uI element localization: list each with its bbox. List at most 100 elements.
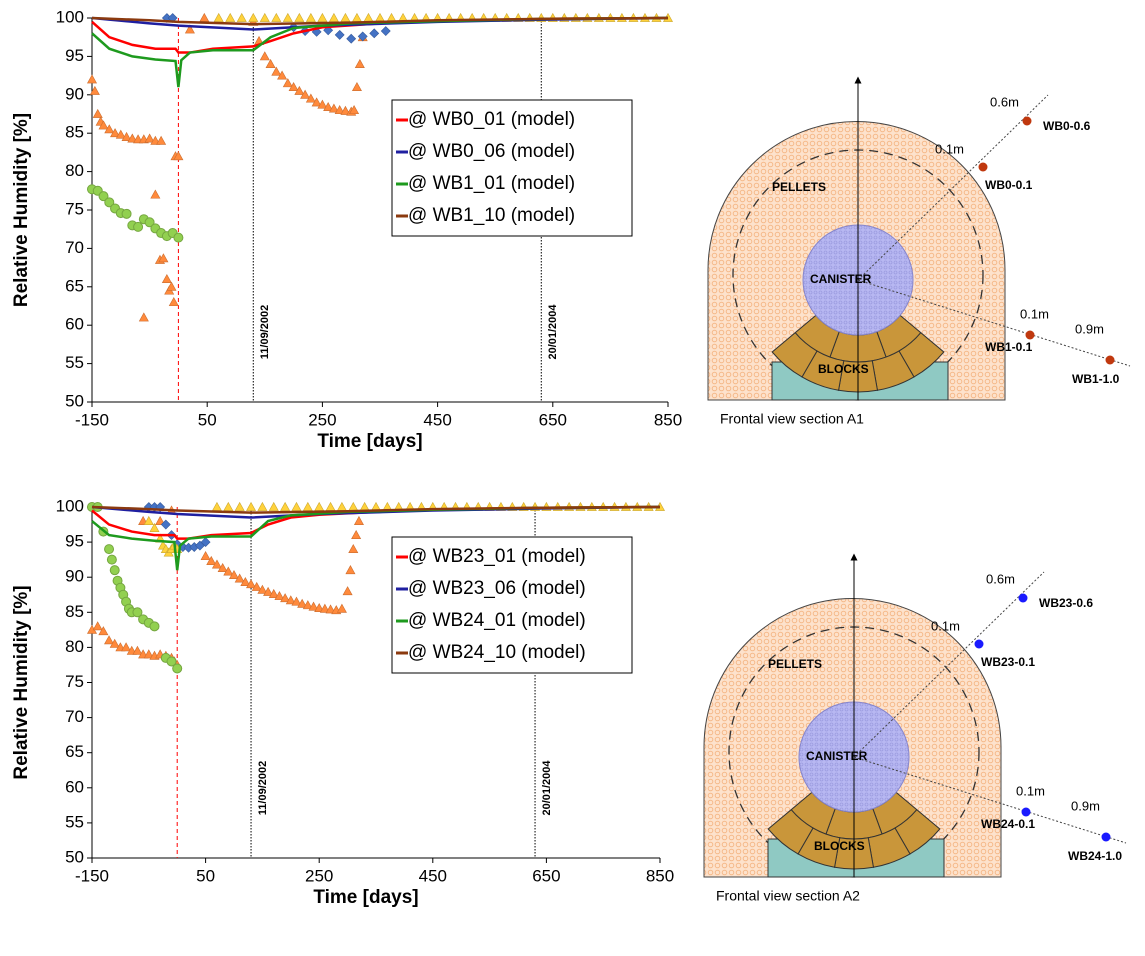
sensor-name: WB24-0.1 bbox=[981, 817, 1035, 831]
legend-box bbox=[391, 99, 633, 237]
data-point bbox=[351, 529, 362, 539]
x-tick-label: 650 bbox=[539, 410, 567, 429]
sensor-distance: 0.1m bbox=[1020, 306, 1049, 321]
model-line bbox=[91, 505, 661, 514]
data-point bbox=[86, 74, 98, 84]
caption: Frontal view section A1 bbox=[720, 411, 864, 427]
legend-label: @ WB24_10 (model) bbox=[408, 642, 586, 663]
y-tick-label: 100 bbox=[56, 7, 84, 26]
data-point bbox=[121, 642, 132, 652]
data-point bbox=[359, 501, 370, 511]
x-tick-label: 450 bbox=[419, 866, 447, 885]
data-point bbox=[92, 621, 103, 631]
sensor-name: WB1-1.0 bbox=[1072, 372, 1120, 386]
data-point bbox=[291, 596, 302, 606]
data-point bbox=[305, 93, 316, 103]
data-point bbox=[160, 519, 171, 530]
y-tick-label: 65 bbox=[65, 742, 84, 761]
y-tick-label: 95 bbox=[65, 46, 84, 65]
data-point bbox=[280, 501, 291, 511]
sensor-point bbox=[1021, 807, 1031, 817]
data-point bbox=[271, 12, 282, 22]
data-point bbox=[246, 501, 257, 511]
sensor-name: WB1-0.1 bbox=[985, 340, 1033, 354]
data-point bbox=[166, 281, 177, 291]
data-point bbox=[280, 593, 291, 603]
y-tick-label: 50 bbox=[65, 847, 84, 866]
data-point bbox=[334, 105, 345, 115]
legend-label: @ WB0_06 (model) bbox=[408, 141, 575, 162]
data-point bbox=[357, 31, 368, 42]
y-tick-label: 85 bbox=[65, 602, 84, 621]
data-point bbox=[234, 573, 245, 583]
section-line bbox=[853, 571, 1045, 758]
x-tick-label: 50 bbox=[196, 866, 215, 885]
x-tick-label: 850 bbox=[646, 866, 674, 885]
y-tick-label: 65 bbox=[65, 276, 84, 295]
x-tick-label: 250 bbox=[305, 866, 333, 885]
section-line bbox=[857, 94, 1049, 281]
sensor-point bbox=[1105, 355, 1115, 365]
sensor-point bbox=[974, 639, 984, 649]
y-tick-label: 70 bbox=[65, 707, 84, 726]
data-point bbox=[317, 12, 328, 22]
data-point bbox=[155, 515, 166, 525]
data-point bbox=[149, 621, 160, 632]
data-point bbox=[228, 569, 240, 579]
data-point bbox=[132, 645, 143, 655]
data-point bbox=[351, 12, 362, 22]
data-point bbox=[277, 70, 288, 80]
data-point bbox=[311, 97, 322, 107]
data-point bbox=[92, 108, 103, 118]
data-point bbox=[144, 133, 155, 143]
x-tick-label: 650 bbox=[532, 866, 560, 885]
data-point bbox=[158, 253, 169, 263]
data-point bbox=[340, 12, 351, 22]
data-point bbox=[328, 12, 339, 22]
sensor-point bbox=[1025, 330, 1035, 340]
reference-label: 20/01/2004 bbox=[541, 760, 553, 816]
data-point bbox=[305, 12, 316, 22]
data-point bbox=[263, 586, 274, 596]
legend-label: @ WB1_10 (model) bbox=[408, 205, 575, 226]
data-point bbox=[317, 99, 328, 109]
data-point bbox=[225, 12, 236, 22]
data-point bbox=[98, 191, 109, 202]
data-point bbox=[110, 128, 121, 138]
legend-label: @ WB23_06 (model) bbox=[408, 578, 586, 599]
data-point bbox=[143, 649, 154, 659]
canister-label: CANISTER bbox=[810, 272, 872, 286]
data-point bbox=[363, 12, 374, 22]
data-point bbox=[354, 58, 365, 68]
data-point bbox=[271, 66, 282, 76]
x-tick-label: 850 bbox=[654, 410, 682, 429]
pellets-label: PELLETS bbox=[768, 657, 822, 671]
y-tick-label: 50 bbox=[65, 391, 84, 410]
y-tick-label: 60 bbox=[65, 315, 84, 334]
y-tick-label: 100 bbox=[56, 496, 84, 515]
data-point bbox=[345, 565, 356, 575]
reference-label: 20/01/2004 bbox=[547, 304, 559, 360]
block bbox=[767, 809, 814, 855]
data-point bbox=[150, 189, 161, 199]
blocks-label: BLOCKS bbox=[818, 362, 869, 376]
data-point bbox=[200, 537, 211, 548]
y-tick-label: 75 bbox=[65, 672, 84, 691]
sensor-name: WB24-1.0 bbox=[1068, 849, 1122, 863]
blocks-label: BLOCKS bbox=[814, 839, 865, 853]
data-point bbox=[282, 78, 293, 88]
data-point bbox=[213, 12, 224, 22]
x-tick-label: 250 bbox=[308, 410, 336, 429]
sensor-point bbox=[978, 162, 988, 172]
data-point bbox=[257, 501, 268, 511]
caption: Frontal view section A2 bbox=[716, 888, 860, 904]
data-point bbox=[302, 501, 313, 511]
data-point bbox=[211, 559, 222, 569]
section-line bbox=[853, 756, 1127, 844]
data-point bbox=[104, 635, 115, 645]
data-point bbox=[149, 522, 160, 532]
y-tick-label: 90 bbox=[65, 567, 84, 586]
